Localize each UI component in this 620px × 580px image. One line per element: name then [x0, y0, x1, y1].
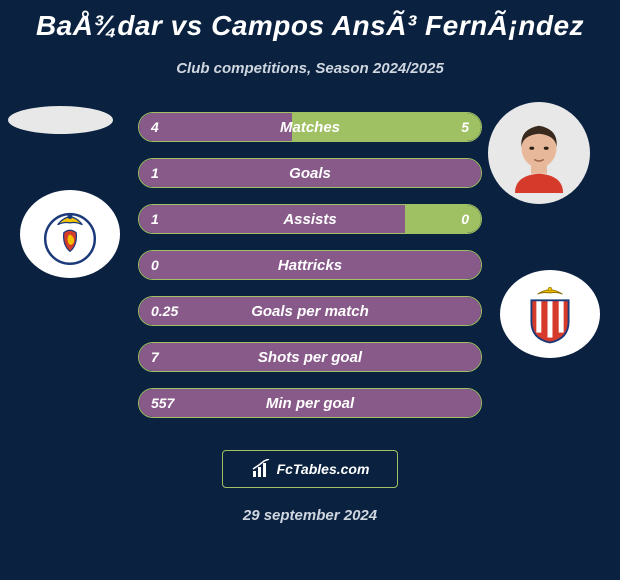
bar-fill-left: [139, 205, 407, 233]
player-right-face-icon: [499, 113, 579, 193]
stat-left-value: 0: [151, 251, 159, 279]
stat-left-value: 4: [151, 113, 159, 141]
player-left-avatar: [8, 106, 113, 134]
stat-left-value: 1: [151, 159, 159, 187]
stat-row: 1Goals: [138, 158, 482, 188]
site-logo-text: FcTables.com: [277, 461, 370, 477]
bar-fill-right: [405, 205, 481, 233]
comparison-bars: 45Matches1Goals10Assists0Hattricks0.25Go…: [138, 112, 482, 434]
stat-right-value: 0: [461, 205, 469, 233]
club-right-crest: [500, 270, 600, 358]
zaragoza-crest-icon: [39, 203, 101, 265]
stat-right-value: 5: [461, 113, 469, 141]
bar-fill-left: [139, 251, 482, 279]
chart-icon: [251, 459, 271, 479]
stat-left-value: 0.25: [151, 297, 178, 325]
stat-row: 10Assists: [138, 204, 482, 234]
stat-row: 45Matches: [138, 112, 482, 142]
stat-left-value: 557: [151, 389, 174, 417]
stat-row: 0Hattricks: [138, 250, 482, 280]
bar-fill-left: [139, 159, 482, 187]
bar-fill-left: [139, 113, 294, 141]
stat-left-value: 7: [151, 343, 159, 371]
bar-fill-left: [139, 297, 482, 325]
site-logo[interactable]: FcTables.com: [222, 450, 398, 488]
stat-row: 7Shots per goal: [138, 342, 482, 372]
stat-row: 557Min per goal: [138, 388, 482, 418]
page-title: BaÅ¾dar vs Campos AnsÃ³ FernÃ¡ndez: [0, 0, 620, 42]
bar-fill-left: [139, 389, 482, 417]
stat-left-value: 1: [151, 205, 159, 233]
bar-fill-left: [139, 343, 482, 371]
sporting-crest-icon: [519, 283, 581, 345]
stat-row: 0.25Goals per match: [138, 296, 482, 326]
snapshot-date: 29 september 2024: [0, 507, 620, 524]
club-left-crest: [20, 190, 120, 278]
player-right-avatar: [488, 102, 590, 204]
bar-fill-right: [292, 113, 481, 141]
page-subtitle: Club competitions, Season 2024/2025: [0, 60, 620, 77]
